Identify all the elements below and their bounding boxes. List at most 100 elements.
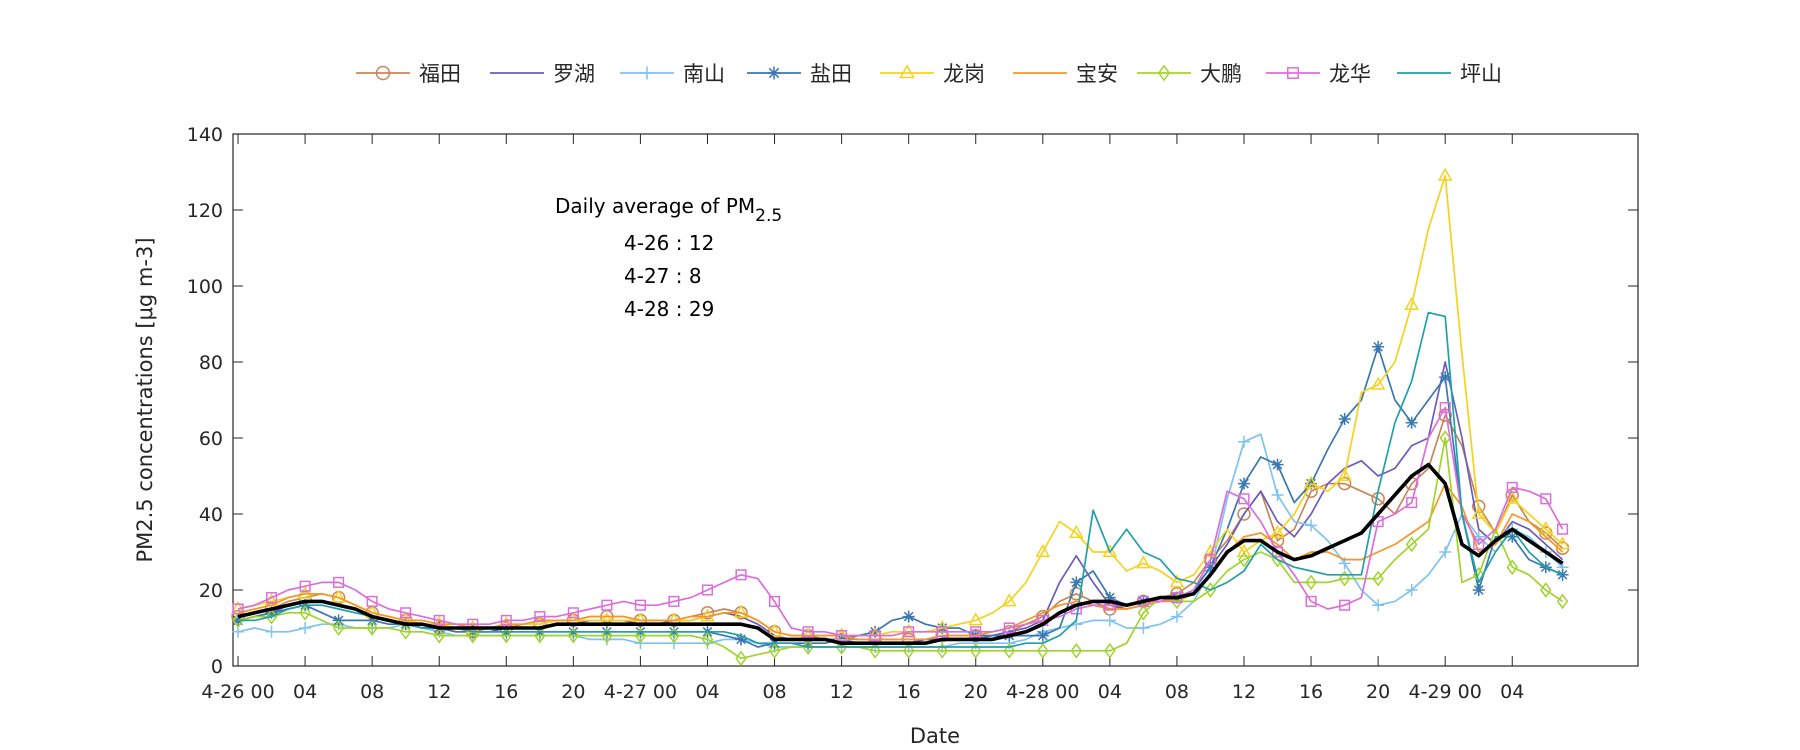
data-point [297, 585, 313, 599]
data-point [601, 599, 613, 611]
legend-label: 福田 [419, 62, 461, 86]
data-point [869, 625, 882, 638]
series-line [237, 406, 1564, 637]
data-point [265, 606, 278, 619]
data-point [768, 595, 781, 607]
data-point [903, 626, 915, 638]
data-point [1506, 530, 1519, 543]
data-point [836, 630, 848, 642]
data-point [1237, 507, 1251, 521]
data-point [1036, 629, 1049, 642]
data-point [802, 637, 815, 650]
data-point [232, 603, 244, 615]
data-point [970, 642, 982, 659]
y-tick-label: 140 [187, 124, 223, 146]
data-point [668, 627, 680, 644]
data-point [1538, 521, 1554, 535]
x-tick-label: 4-28 00 [1006, 681, 1079, 703]
data-point [634, 599, 646, 611]
data-point [1555, 536, 1570, 550]
x-tick-label: 08 [762, 681, 786, 703]
y-tick-label: 80 [199, 352, 223, 374]
y-tick-label: 100 [187, 276, 223, 298]
data-point [1372, 570, 1384, 587]
data-point [299, 580, 311, 592]
x-tick-label: 16 [897, 681, 921, 703]
data-point [1204, 561, 1217, 574]
x-tick-label: 08 [360, 681, 384, 703]
data-point [299, 604, 311, 621]
data-point [1556, 593, 1569, 610]
data-point [767, 66, 781, 80]
legend-item-南山: 南山 [620, 62, 725, 86]
x-tick-label: 20 [1366, 681, 1390, 703]
data-point [601, 627, 613, 644]
data-point [1287, 67, 1299, 79]
data-point [1338, 570, 1351, 587]
data-point [500, 614, 512, 626]
y-tick-label: 120 [187, 200, 223, 222]
data-point [640, 66, 654, 80]
data-point [1238, 435, 1250, 448]
data-point [735, 633, 748, 646]
data-point [869, 642, 881, 659]
data-point [1406, 497, 1418, 509]
data-point [1136, 555, 1151, 569]
data-point [735, 650, 747, 667]
annotation-title-main: Daily average of PM [555, 194, 755, 218]
data-point [802, 626, 814, 638]
x-tick-label: 4-29 00 [1409, 681, 1482, 703]
data-point [1305, 574, 1317, 591]
data-point [1439, 402, 1451, 414]
data-point [968, 612, 984, 626]
x-tick-label: 04 [1500, 681, 1524, 703]
data-point [467, 627, 479, 644]
data-point [1001, 593, 1017, 607]
data-point [1104, 642, 1116, 659]
x-tick-label: 20 [964, 681, 988, 703]
data-point [1557, 523, 1569, 535]
legend-item-盐田: 盐田 [747, 62, 852, 86]
daily-average-annotation: Daily average of PM2.5 4-26 : 12 4-27 : … [555, 194, 782, 321]
data-point [802, 639, 814, 655]
data-point [768, 642, 781, 659]
data-point [1169, 574, 1185, 588]
x-tick-label: 12 [427, 681, 451, 703]
data-point [1270, 524, 1285, 538]
data-point [366, 620, 378, 636]
annotation-title-sub: 2.5 [755, 206, 782, 226]
data-point [433, 627, 445, 644]
data-point [1405, 416, 1418, 429]
data-point [936, 626, 948, 638]
data-point [701, 584, 714, 596]
x-tick-label: 12 [830, 681, 854, 703]
data-point [970, 626, 982, 638]
data-point [534, 611, 546, 623]
data-point [1137, 604, 1150, 621]
data-point [1337, 467, 1352, 481]
x-tick-label: 16 [1299, 681, 1323, 703]
y-axis-title: PM2.5 concentrations [μg m-3] [133, 237, 157, 562]
legend-label: 坪山 [1460, 62, 1502, 86]
legend-label: 盐田 [810, 62, 852, 86]
data-point [1506, 559, 1518, 576]
data-point [399, 623, 412, 640]
data-point [1338, 413, 1351, 425]
data-point [1271, 458, 1284, 471]
data-point [1102, 543, 1118, 557]
data-point [500, 627, 513, 644]
data-point [1439, 546, 1452, 558]
data-point [1471, 505, 1486, 519]
data-point [733, 604, 749, 618]
data-point [1472, 584, 1485, 596]
x-tick-label: 20 [561, 681, 585, 703]
data-point [332, 620, 345, 636]
data-point [735, 569, 747, 581]
data-point [1504, 490, 1520, 504]
data-point [1473, 538, 1485, 550]
data-point [1103, 591, 1116, 604]
x-tick-label: 16 [494, 681, 518, 703]
data-point [266, 592, 278, 604]
plot-area: 0 20 40 60 80 100 120 140 4-26 00 04 08 12 16 20 4-27 … [187, 124, 1639, 703]
legend-item-坪山: 坪山 [1397, 62, 1502, 86]
